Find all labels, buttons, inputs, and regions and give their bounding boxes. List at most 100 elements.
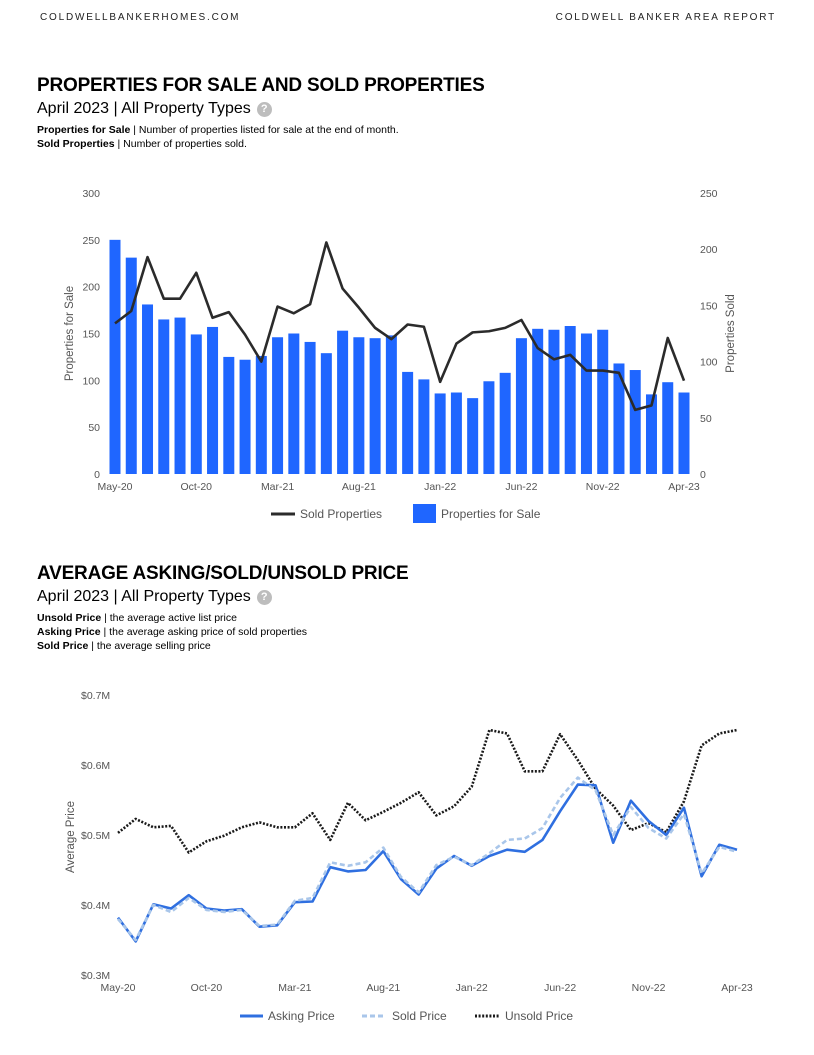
bar (125, 257, 137, 474)
asking-price-line (116, 783, 738, 943)
y-tick-label: $0.5M (81, 830, 110, 842)
bar (288, 333, 300, 474)
legend-label-asking: Asking Price (268, 1009, 335, 1023)
bar (613, 363, 625, 474)
x-tick-label: Mar-21 (278, 982, 311, 994)
bar (483, 381, 495, 474)
bar (142, 304, 154, 474)
bar (385, 335, 397, 474)
desc-term: Sold Price (37, 640, 89, 652)
bar (109, 239, 121, 474)
bar (304, 341, 316, 474)
y-tick-label: 150 (82, 329, 100, 341)
help-icon[interactable]: ? (256, 101, 272, 117)
legend-label-sold: Sold Properties (300, 507, 382, 521)
y-tick-label: 100 (82, 375, 100, 387)
desc-line-1: Properties for Sale | Number of properti… (37, 123, 485, 137)
bar (320, 353, 332, 474)
bar (239, 359, 251, 474)
y-tick-label: $0.3M (81, 970, 110, 982)
subtitle-text: April 2023 | All Property Types (37, 100, 251, 117)
x-tick-label: May-20 (100, 982, 135, 994)
sold-properties-line (114, 241, 686, 412)
section-description: Properties for Sale | Number of properti… (37, 123, 485, 151)
y-tick-label: 50 (88, 422, 100, 434)
bar (272, 337, 284, 474)
desc-line-2: Sold Properties | Number of properties s… (37, 137, 485, 151)
y-tick-label: $0.7M (81, 690, 110, 702)
section-prices: AVERAGE ASKING/SOLD/UNSOLD PRICE April 2… (37, 563, 409, 653)
x-tick-label: Apr-23 (721, 982, 753, 994)
bar (532, 328, 544, 474)
desc-line-1: Unsold Price | the average active list p… (37, 611, 409, 625)
bar (645, 394, 657, 474)
legend-label-for-sale: Properties for Sale (441, 507, 541, 521)
bar (337, 330, 349, 474)
x-tick-label: May-20 (97, 481, 132, 493)
section-description: Unsold Price | the average active list p… (37, 611, 409, 653)
x-tick-label: Apr-23 (668, 481, 700, 493)
bar (174, 317, 186, 474)
y2-tick-label: 0 (700, 469, 706, 481)
bar (353, 337, 365, 474)
legend-label-sold: Sold Price (392, 1009, 447, 1023)
price-chart: $0.3M $0.4M $0.5M $0.6M $0.7M May-20 Oct-20 Mar… (65, 690, 753, 1023)
x-tick-label: Jan-22 (456, 982, 488, 994)
bar (223, 356, 235, 474)
bar (515, 338, 527, 474)
desc-text: | Number of properties sold. (114, 138, 247, 150)
bar (548, 329, 560, 474)
section-properties: PROPERTIES FOR SALE AND SOLD PROPERTIES … (37, 75, 485, 151)
desc-term: Properties for Sale (37, 124, 131, 136)
bar (255, 355, 267, 474)
section-subtitle: April 2023 | All Property Types ? (37, 100, 485, 118)
y-tick-label: 0 (94, 469, 100, 481)
bar (434, 393, 446, 474)
x-tick-label: Aug-21 (366, 982, 400, 994)
x-tick-label: Jun-22 (505, 481, 537, 493)
bar (450, 392, 462, 474)
x-tick-label: Jun-22 (544, 982, 576, 994)
bar (499, 372, 511, 474)
x-tick-label: Nov-22 (586, 481, 620, 493)
y-tick-label: $0.6M (81, 760, 110, 772)
bar (418, 379, 430, 474)
desc-term: Asking Price (37, 626, 101, 638)
legend-label-unsold: Unsold Price (505, 1009, 573, 1023)
bar (402, 371, 414, 474)
desc-line-3: Sold Price | the average selling price (37, 639, 409, 653)
desc-text: | the average selling price (88, 640, 211, 652)
bar (678, 392, 690, 474)
y2-tick-label: 150 (700, 300, 718, 312)
y-axis-label: Average Price (65, 801, 77, 873)
desc-term: Unsold Price (37, 612, 102, 624)
y2-tick-label: 200 (700, 244, 718, 256)
y2-tick-label: 50 (700, 413, 712, 425)
desc-term: Sold Properties (37, 138, 115, 150)
bar (369, 338, 381, 474)
y-tick-label: 250 (82, 235, 100, 247)
y-axis-label: Properties for Sale (64, 286, 76, 381)
x-tick-label: Jan-22 (424, 481, 456, 493)
y2-axis-label: Properties Sold (725, 294, 737, 373)
site-url: COLDWELLBANKERHOMES.COM (40, 12, 241, 23)
report-name: COLDWELL BANKER AREA REPORT (555, 12, 776, 23)
sold-price-line (117, 776, 738, 942)
bar (467, 398, 479, 474)
section-title: PROPERTIES FOR SALE AND SOLD PROPERTIES (37, 75, 485, 96)
bar (207, 326, 219, 474)
desc-text: | the average asking price of sold prope… (100, 626, 308, 638)
bar (190, 334, 202, 474)
bar (597, 329, 609, 474)
y2-tick-label: 250 (700, 188, 718, 200)
section-subtitle: April 2023 | All Property Types ? (37, 588, 409, 606)
x-tick-label: Oct-20 (191, 982, 223, 994)
bar (158, 319, 170, 474)
y-tick-label: 200 (82, 282, 100, 294)
desc-line-2: Asking Price | the average asking price … (37, 625, 409, 639)
bar (564, 326, 576, 474)
legend-swatch-for-sale (413, 504, 436, 523)
section-title: AVERAGE ASKING/SOLD/UNSOLD PRICE (37, 563, 409, 584)
help-icon[interactable]: ? (256, 589, 272, 605)
bar (629, 370, 641, 474)
